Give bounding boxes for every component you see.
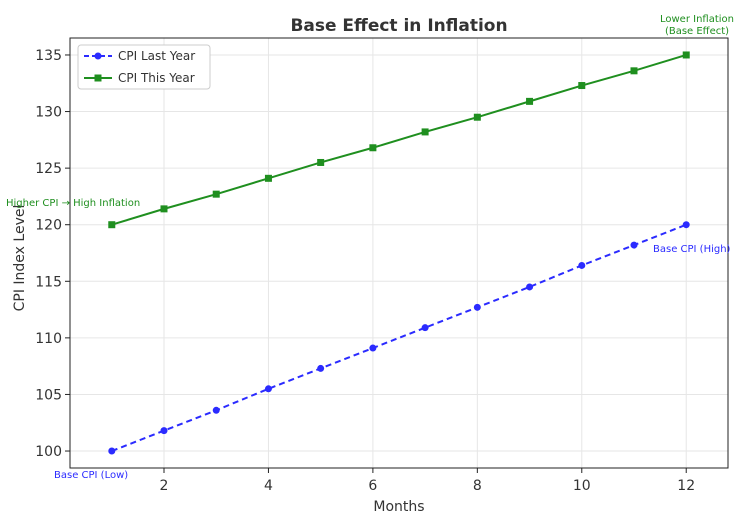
series-layer (108, 51, 690, 455)
legend-label-this-year: CPI This Year (118, 71, 195, 85)
x-tick-label: 6 (368, 478, 377, 494)
data-point (682, 221, 690, 229)
y-tick-label: 110 (35, 331, 62, 347)
data-point (160, 205, 168, 213)
data-point (682, 51, 690, 59)
y-tick-label: 100 (35, 444, 62, 460)
legend: CPI Last Year CPI This Year (77, 44, 211, 90)
data-point (630, 67, 638, 75)
data-point (421, 324, 429, 332)
legend-marker-last-year (94, 52, 102, 60)
legend-label-last-year: CPI Last Year (118, 49, 195, 63)
x-tick-label: 10 (573, 478, 591, 494)
x-axis-ticks: 2 4 6 8 10 12 (160, 468, 695, 494)
x-tick-label: 12 (677, 478, 695, 494)
y-axis-ticks: 100 105 110 115 120 125 130 135 (35, 48, 70, 460)
data-point (108, 221, 116, 229)
data-point (317, 158, 325, 166)
data-point (160, 427, 168, 435)
data-point (578, 261, 586, 269)
annotation-base-effect: (Base Effect) (665, 26, 729, 37)
annotation-base-cpi-high: Base CPI (High) (653, 244, 731, 255)
y-tick-label: 115 (35, 274, 62, 290)
legend-marker-this-year (94, 74, 102, 82)
data-point (264, 174, 272, 182)
data-point (369, 344, 377, 352)
data-point (578, 82, 586, 90)
y-tick-label: 130 (35, 105, 62, 121)
chart-title: Base Effect in Inflation (290, 16, 507, 36)
data-point (108, 447, 116, 455)
series-line (111, 54, 687, 226)
y-tick-label: 135 (35, 48, 62, 64)
annotation-higher-cpi: Higher CPI → High Inflation (6, 198, 140, 209)
annotation-lower-inflation: Lower Inflation (660, 14, 734, 25)
y-tick-label: 120 (35, 218, 62, 234)
x-tick-label: 8 (473, 478, 482, 494)
grid (70, 38, 728, 468)
data-point (369, 144, 377, 152)
data-point (526, 283, 534, 291)
data-point (630, 241, 638, 249)
data-point (473, 303, 481, 311)
data-point (212, 406, 220, 414)
data-point (526, 97, 534, 105)
data-point (212, 190, 220, 198)
annotation-base-cpi-low: Base CPI (Low) (54, 470, 128, 481)
series-cpi-last-year (108, 221, 690, 455)
x-tick-label: 4 (264, 478, 273, 494)
x-axis-label: Months (373, 499, 424, 513)
series-cpi-this-year (108, 51, 690, 229)
x-tick-label: 2 (160, 478, 169, 494)
series-line (111, 223, 687, 452)
y-tick-label: 105 (35, 387, 62, 403)
data-point (317, 364, 325, 372)
y-axis-label: CPI Index Level (12, 205, 28, 312)
plot-frame (69, 37, 729, 469)
data-point (264, 385, 272, 393)
data-point (473, 113, 481, 121)
data-point (421, 128, 429, 136)
y-tick-label: 125 (35, 161, 62, 177)
